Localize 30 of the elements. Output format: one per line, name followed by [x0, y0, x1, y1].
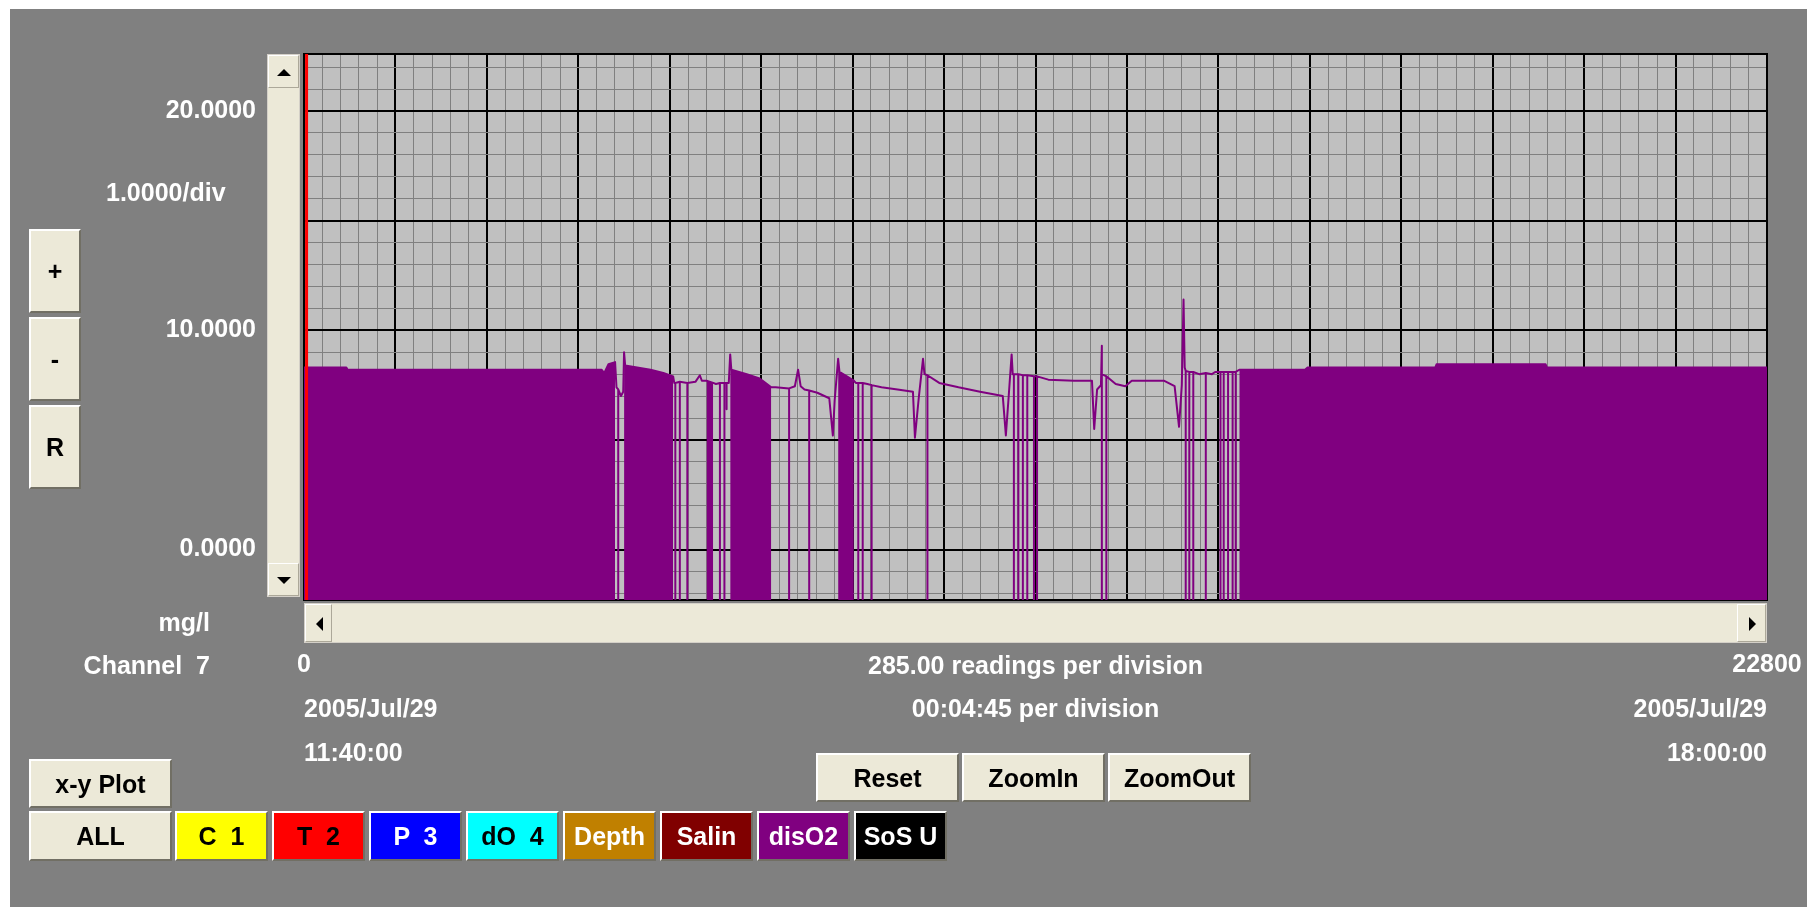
text: 2005/Jul/29 [1633, 693, 1767, 723]
y-tick-label: 0.0000 [179, 533, 256, 562]
text: 2005/Jul/29 [304, 693, 438, 723]
button: Reset [816, 753, 959, 802]
button: ZoomOut [1108, 753, 1251, 802]
text: 00:04:45 per division [911, 693, 1160, 723]
button: P 3 [369, 811, 462, 861]
button: SoS U [854, 811, 947, 861]
y-axis-title: 1.0000/div [106, 177, 226, 207]
text: disO2 [768, 821, 839, 851]
button: Salin [660, 811, 753, 861]
button: + [29, 229, 81, 313]
x-tick-label: 22800 [1732, 648, 1802, 677]
x-tick-label: 0 [297, 648, 311, 677]
y-tick-label: 20.0000 [165, 94, 256, 123]
button: Depth [563, 811, 656, 861]
button: ZoomIn [962, 753, 1105, 802]
y-tick-label: 10.0000 [165, 314, 256, 343]
button: C 1 [175, 811, 268, 861]
button: R [29, 405, 81, 489]
text: Channel 7 [83, 650, 210, 680]
button: ALL [29, 811, 172, 861]
button: dO 4 [466, 811, 559, 861]
button: T 2 [272, 811, 365, 861]
text: mg/l [158, 607, 210, 637]
button: - [29, 317, 81, 401]
x-axis-title: 285.00 readings per division [868, 650, 1203, 680]
text: 11:40:00 [304, 737, 403, 767]
button: x-y Plot [29, 759, 172, 808]
text: 18:00:00 [1666, 737, 1767, 767]
